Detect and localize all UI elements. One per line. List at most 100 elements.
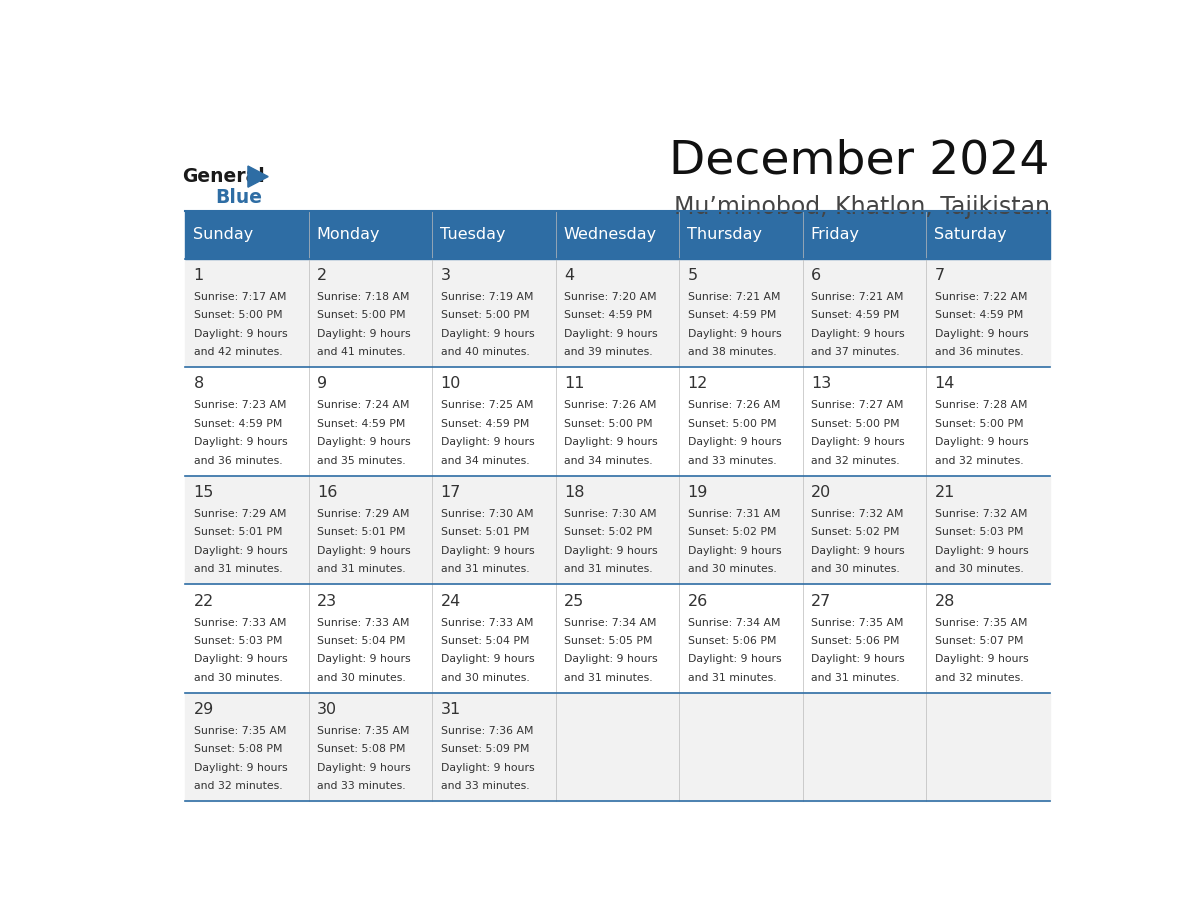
Text: 16: 16: [317, 485, 337, 500]
Text: Thursday: Thursday: [687, 227, 762, 242]
Text: 14: 14: [935, 376, 955, 391]
Text: Sunrise: 7:22 AM: Sunrise: 7:22 AM: [935, 292, 1028, 302]
Text: Monday: Monday: [316, 227, 380, 242]
Text: Sunrise: 7:24 AM: Sunrise: 7:24 AM: [317, 400, 410, 410]
Text: 29: 29: [194, 702, 214, 717]
Text: and 33 minutes.: and 33 minutes.: [688, 455, 776, 465]
Text: and 33 minutes.: and 33 minutes.: [317, 781, 406, 791]
Bar: [185, 693, 1050, 801]
Text: 5: 5: [688, 268, 697, 283]
Text: Sunset: 4:59 PM: Sunset: 4:59 PM: [317, 419, 405, 429]
Text: 15: 15: [194, 485, 214, 500]
Polygon shape: [248, 166, 268, 187]
Text: 22: 22: [194, 594, 214, 609]
Text: 26: 26: [688, 594, 708, 609]
Text: 24: 24: [441, 594, 461, 609]
Text: 7: 7: [935, 268, 944, 283]
Text: Sunset: 5:01 PM: Sunset: 5:01 PM: [317, 527, 405, 537]
Text: Sunrise: 7:29 AM: Sunrise: 7:29 AM: [317, 509, 410, 519]
Text: Sunset: 5:00 PM: Sunset: 5:00 PM: [317, 310, 406, 320]
Text: Sunrise: 7:35 AM: Sunrise: 7:35 AM: [811, 618, 904, 628]
Text: Daylight: 9 hours: Daylight: 9 hours: [935, 329, 1029, 339]
Text: 12: 12: [688, 376, 708, 391]
Text: and 30 minutes.: and 30 minutes.: [935, 564, 1023, 574]
Text: Sunset: 5:05 PM: Sunset: 5:05 PM: [564, 636, 652, 646]
Text: Tuesday: Tuesday: [440, 227, 505, 242]
Text: 30: 30: [317, 702, 337, 717]
Text: 11: 11: [564, 376, 584, 391]
Text: Sunset: 5:00 PM: Sunset: 5:00 PM: [935, 419, 1023, 429]
Text: Sunset: 5:04 PM: Sunset: 5:04 PM: [441, 636, 529, 646]
Text: Daylight: 9 hours: Daylight: 9 hours: [935, 437, 1029, 447]
Text: Daylight: 9 hours: Daylight: 9 hours: [194, 763, 287, 773]
Text: Sunrise: 7:32 AM: Sunrise: 7:32 AM: [811, 509, 904, 519]
Text: and 34 minutes.: and 34 minutes.: [441, 455, 529, 465]
Text: Sunset: 5:08 PM: Sunset: 5:08 PM: [194, 744, 282, 755]
Text: and 30 minutes.: and 30 minutes.: [441, 673, 530, 683]
Text: Daylight: 9 hours: Daylight: 9 hours: [441, 655, 535, 665]
Text: Sunset: 4:59 PM: Sunset: 4:59 PM: [688, 310, 776, 320]
Text: Sunset: 5:02 PM: Sunset: 5:02 PM: [688, 527, 776, 537]
Text: Sunset: 4:59 PM: Sunset: 4:59 PM: [811, 310, 899, 320]
Text: Daylight: 9 hours: Daylight: 9 hours: [811, 655, 905, 665]
Text: Daylight: 9 hours: Daylight: 9 hours: [194, 655, 287, 665]
Text: Sunset: 5:06 PM: Sunset: 5:06 PM: [688, 636, 776, 646]
Text: Sunrise: 7:35 AM: Sunrise: 7:35 AM: [194, 726, 286, 736]
Text: Sunset: 5:00 PM: Sunset: 5:00 PM: [688, 419, 776, 429]
Text: Daylight: 9 hours: Daylight: 9 hours: [317, 545, 411, 555]
Text: Sunrise: 7:19 AM: Sunrise: 7:19 AM: [441, 292, 533, 302]
Text: 9: 9: [317, 376, 327, 391]
Text: Sunrise: 7:18 AM: Sunrise: 7:18 AM: [317, 292, 410, 302]
Text: Sunrise: 7:21 AM: Sunrise: 7:21 AM: [688, 292, 781, 302]
Text: and 36 minutes.: and 36 minutes.: [935, 347, 1023, 357]
Text: 19: 19: [688, 485, 708, 500]
Text: 3: 3: [441, 268, 450, 283]
Text: and 40 minutes.: and 40 minutes.: [441, 347, 530, 357]
Text: 17: 17: [441, 485, 461, 500]
Text: and 31 minutes.: and 31 minutes.: [564, 564, 652, 574]
Text: Sunrise: 7:20 AM: Sunrise: 7:20 AM: [564, 292, 657, 302]
Text: Sunset: 4:59 PM: Sunset: 4:59 PM: [194, 419, 282, 429]
Text: Mu’minobod, Khatlon, Tajikistan: Mu’minobod, Khatlon, Tajikistan: [674, 195, 1050, 219]
Text: Sunrise: 7:25 AM: Sunrise: 7:25 AM: [441, 400, 533, 410]
Text: and 32 minutes.: and 32 minutes.: [811, 455, 899, 465]
Text: and 38 minutes.: and 38 minutes.: [688, 347, 776, 357]
Text: Sunrise: 7:27 AM: Sunrise: 7:27 AM: [811, 400, 904, 410]
Text: and 30 minutes.: and 30 minutes.: [811, 564, 899, 574]
Text: Sunrise: 7:35 AM: Sunrise: 7:35 AM: [935, 618, 1028, 628]
Text: Daylight: 9 hours: Daylight: 9 hours: [935, 545, 1029, 555]
Text: Sunset: 5:01 PM: Sunset: 5:01 PM: [441, 527, 529, 537]
Text: and 31 minutes.: and 31 minutes.: [194, 564, 283, 574]
Text: December 2024: December 2024: [669, 139, 1050, 184]
Text: and 31 minutes.: and 31 minutes.: [688, 673, 776, 683]
Text: Daylight: 9 hours: Daylight: 9 hours: [935, 655, 1029, 665]
Text: and 34 minutes.: and 34 minutes.: [564, 455, 652, 465]
Text: Sunset: 5:02 PM: Sunset: 5:02 PM: [811, 527, 899, 537]
Text: and 31 minutes.: and 31 minutes.: [564, 673, 652, 683]
Text: and 39 minutes.: and 39 minutes.: [564, 347, 652, 357]
Text: and 31 minutes.: and 31 minutes.: [811, 673, 899, 683]
Text: and 32 minutes.: and 32 minutes.: [935, 673, 1023, 683]
Text: Sunset: 5:08 PM: Sunset: 5:08 PM: [317, 744, 405, 755]
Text: and 30 minutes.: and 30 minutes.: [194, 673, 283, 683]
Text: Daylight: 9 hours: Daylight: 9 hours: [194, 329, 287, 339]
Text: Sunrise: 7:34 AM: Sunrise: 7:34 AM: [688, 618, 781, 628]
Text: Daylight: 9 hours: Daylight: 9 hours: [194, 437, 287, 447]
Text: Daylight: 9 hours: Daylight: 9 hours: [564, 655, 658, 665]
Text: Sunset: 5:00 PM: Sunset: 5:00 PM: [194, 310, 283, 320]
Text: General: General: [183, 167, 265, 186]
Text: Sunset: 5:09 PM: Sunset: 5:09 PM: [441, 744, 529, 755]
Text: Daylight: 9 hours: Daylight: 9 hours: [688, 545, 782, 555]
Text: and 42 minutes.: and 42 minutes.: [194, 347, 283, 357]
Text: and 32 minutes.: and 32 minutes.: [194, 781, 283, 791]
Text: Sunrise: 7:33 AM: Sunrise: 7:33 AM: [194, 618, 286, 628]
Text: and 35 minutes.: and 35 minutes.: [317, 455, 406, 465]
Text: Sunset: 4:59 PM: Sunset: 4:59 PM: [441, 419, 529, 429]
Text: 25: 25: [564, 594, 584, 609]
Text: Daylight: 9 hours: Daylight: 9 hours: [811, 329, 905, 339]
Text: 27: 27: [811, 594, 832, 609]
Text: Sunrise: 7:35 AM: Sunrise: 7:35 AM: [317, 726, 410, 736]
Text: 20: 20: [811, 485, 832, 500]
Bar: [185, 367, 1050, 476]
Text: and 31 minutes.: and 31 minutes.: [317, 564, 406, 574]
